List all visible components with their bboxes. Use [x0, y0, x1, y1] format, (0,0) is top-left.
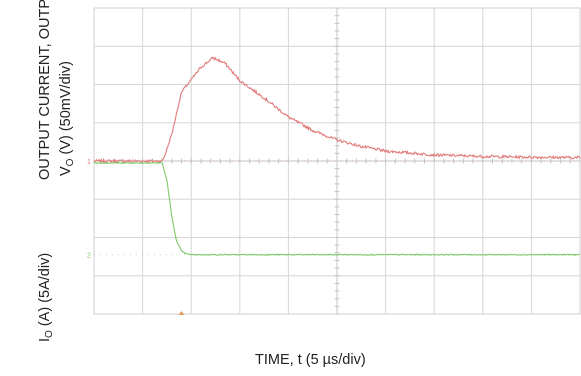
trace-channel-2 — [93, 161, 581, 256]
trigger-marker — [178, 311, 185, 315]
traces — [93, 56, 581, 256]
x-axis-label: TIME, t (5 µs/div) — [255, 352, 366, 368]
y-axis-label-current: IO (A) (5A/div) — [37, 252, 55, 342]
trace-channel-1 — [93, 56, 581, 164]
channel-marker-1: 1 — [87, 159, 91, 166]
y-axis-label-voltage: VO (V) (50mV/div) — [58, 61, 76, 176]
channel-marker-2: 2 — [87, 253, 91, 260]
y-axis-label-top: OUTPUT CURRENT, OUTPUT VOLTAGE — [37, 0, 53, 180]
channel-markers: 12 — [87, 159, 185, 315]
